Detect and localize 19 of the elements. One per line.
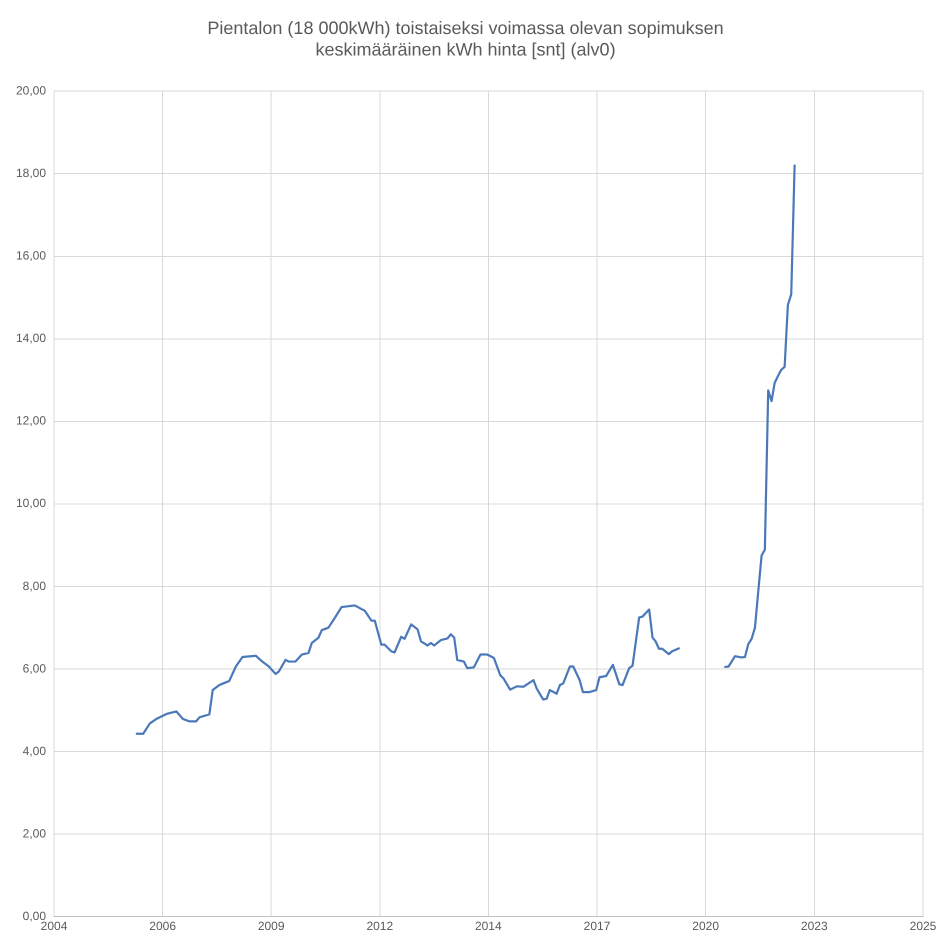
y-tick-label: 4,00 (22, 744, 46, 758)
x-tick-label: 2006 (149, 919, 176, 934)
y-tick-label: 16,00 (16, 248, 46, 263)
y-tick-label: 2,00 (22, 826, 46, 840)
chart-title: Pientalon (18 000kWh) toistaiseksi voimassa olevan sopimuksen keskimääräinen kWh hinta [snt] (alv0) (207, 18, 724, 60)
y-tick-label: 6,00 (22, 661, 46, 676)
y-tick-label: 10,00 (16, 496, 46, 510)
x-tick-label: 2023 (800, 919, 828, 934)
y-tick-label: 8,00 (22, 578, 46, 593)
x-tick-label: 2025 (910, 919, 937, 934)
x-tick-label: 2014 (474, 919, 502, 934)
x-tick-label: 2017 (584, 919, 611, 934)
x-tick-label: 2009 (258, 919, 285, 934)
y-tick-label: 12,00 (16, 414, 46, 428)
y-tick-label: 18,00 (16, 166, 46, 180)
y-tick-label: 20,00 (16, 84, 46, 98)
x-tick-label: 2012 (366, 919, 394, 934)
y-tick-label: 14,00 (16, 331, 46, 346)
x-tick-label: 2020 (692, 919, 720, 934)
